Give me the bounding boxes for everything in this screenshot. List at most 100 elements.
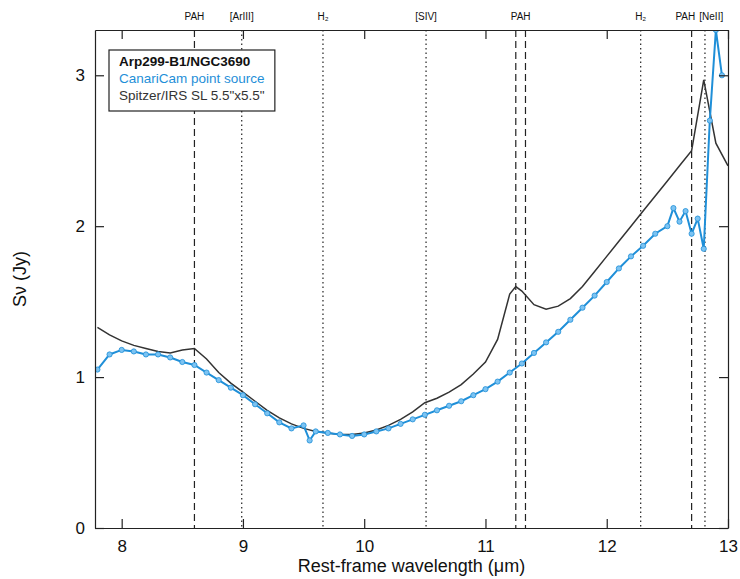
data-point	[616, 266, 621, 271]
tick-label: 9	[239, 537, 248, 556]
data-point	[483, 387, 488, 392]
data-point	[544, 340, 549, 345]
tick: 10	[355, 519, 374, 556]
tick: 8	[117, 519, 126, 556]
data-point	[641, 243, 646, 248]
y-axis-title: Sν (Jy)	[10, 251, 30, 307]
data-point	[313, 429, 318, 434]
x-axis-title: Rest-frame wavelength (μm)	[298, 556, 525, 576]
data-point	[507, 370, 512, 375]
tick-label: 11	[477, 537, 495, 556]
tick	[607, 30, 608, 39]
x-axis-top	[96, 30, 729, 39]
axis-line	[728, 31, 729, 529]
data-point	[119, 347, 124, 352]
data-point	[446, 403, 451, 408]
data-point	[653, 231, 658, 236]
tick-mark	[485, 519, 486, 528]
tick-mark	[364, 30, 365, 39]
data-point	[216, 378, 221, 383]
data-point	[362, 432, 367, 437]
feature-label: [SIV]	[415, 11, 437, 22]
data-point	[168, 355, 173, 360]
data-point	[568, 317, 573, 322]
tick: 12	[598, 519, 617, 556]
data-point	[301, 423, 306, 428]
tick: 11	[477, 519, 495, 556]
data-point	[677, 219, 682, 224]
data-point	[228, 385, 233, 390]
feature-line	[322, 30, 323, 528]
feature-label: PAH	[675, 11, 695, 22]
data-point	[131, 349, 136, 354]
tick: 2	[76, 217, 104, 236]
data-point	[665, 224, 670, 229]
data-point	[277, 420, 282, 425]
tick	[719, 377, 728, 378]
data-point	[604, 279, 609, 284]
feature-line	[525, 30, 526, 528]
feature-label: H₂	[635, 11, 646, 22]
tick	[719, 528, 728, 529]
tick-mark	[719, 528, 728, 529]
data-point	[592, 293, 597, 298]
data-point	[398, 421, 403, 426]
feature-line	[640, 30, 641, 528]
data-point	[434, 408, 439, 413]
tick-label: 10	[355, 537, 374, 556]
tick-label: 1	[76, 368, 85, 387]
data-point	[289, 426, 294, 431]
tick	[485, 30, 486, 39]
data-point	[701, 246, 706, 251]
data-point	[265, 411, 270, 416]
tick-mark	[122, 30, 123, 39]
tick-label: 12	[598, 537, 617, 556]
legend-entry: Arp299-B1/NGC3690	[119, 54, 250, 69]
feature-label: H₂	[317, 11, 328, 22]
data-point	[495, 379, 500, 384]
tick-mark	[719, 377, 728, 378]
y-axis: 0123	[76, 31, 104, 538]
legend-entry: CanariCam point source	[119, 71, 265, 86]
data-point	[240, 393, 245, 398]
data-point	[683, 208, 688, 213]
data-point	[580, 305, 585, 310]
tick	[243, 30, 244, 39]
y-axis-right	[719, 31, 729, 529]
data-point	[192, 362, 197, 367]
tick-mark	[95, 75, 104, 76]
tick-mark	[607, 30, 608, 39]
legend: Arp299-B1/NGC3690CanariCam point sourceS…	[109, 50, 275, 111]
tick	[122, 30, 123, 39]
data-point	[531, 350, 536, 355]
feature-line	[691, 30, 692, 528]
tick-label: 8	[117, 537, 126, 556]
tick-mark	[95, 528, 104, 529]
tick-label: 2	[76, 217, 85, 236]
feature-line	[425, 30, 426, 528]
tick	[719, 226, 728, 227]
tick: 1	[76, 368, 104, 387]
series-line	[97, 80, 728, 435]
tick-mark	[719, 75, 728, 76]
data-point	[471, 393, 476, 398]
axis-line	[95, 31, 96, 529]
legend-box	[109, 50, 275, 111]
feature-label: [ArIII]	[230, 11, 254, 22]
data-point	[707, 118, 712, 123]
tick	[364, 30, 365, 39]
data-point	[689, 231, 694, 236]
tick-mark	[719, 226, 728, 227]
data-point	[410, 417, 415, 422]
tick-mark	[243, 519, 244, 528]
tick-mark	[243, 30, 244, 39]
chart: 89101112130123Rest-frame wavelength (μm)…	[0, 0, 740, 579]
data-point	[374, 429, 379, 434]
data-point	[107, 352, 112, 357]
data-point	[519, 361, 524, 366]
x-axis: 8910111213	[96, 519, 738, 556]
data-point	[695, 216, 700, 221]
data-point	[556, 329, 561, 334]
data-point	[349, 433, 354, 438]
tick: 3	[76, 66, 104, 85]
